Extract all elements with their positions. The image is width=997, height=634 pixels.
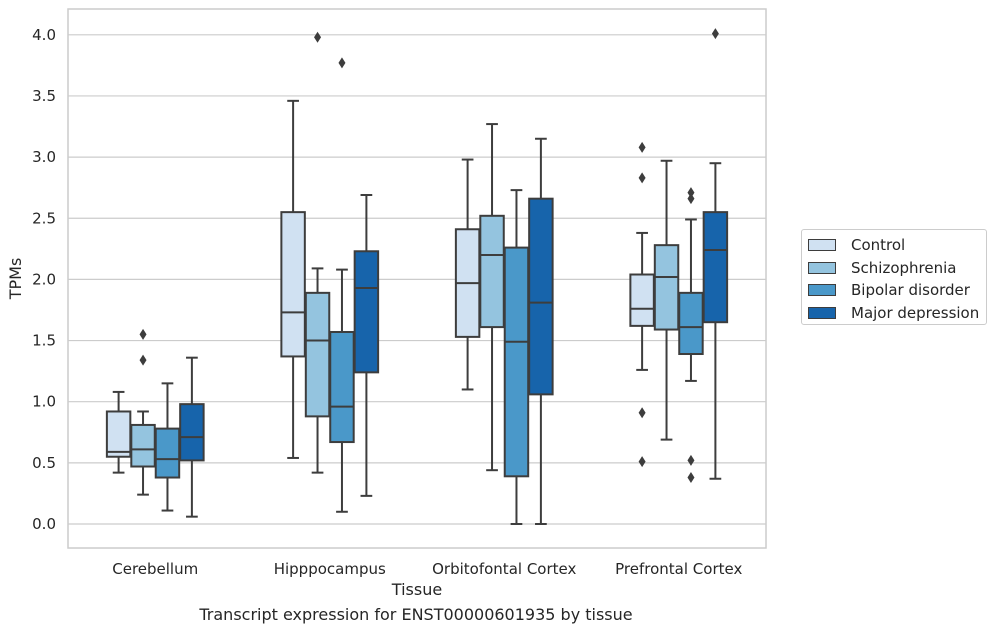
- outlier-point: [638, 407, 646, 419]
- box-body: [329, 330, 355, 444]
- box-bipolar-disorder-3: [678, 187, 704, 484]
- outlier-point: [638, 456, 646, 468]
- box-body: [105, 410, 132, 458]
- outlier-point: [711, 28, 719, 40]
- box-major-depression-0: [179, 356, 205, 518]
- box-body: [678, 291, 704, 356]
- box-schizophrenia-1: [304, 31, 331, 474]
- y-tick-label: 3.0: [32, 148, 56, 166]
- outlier-point: [638, 141, 646, 153]
- box-body: [528, 197, 554, 396]
- y-tick-label: 2.5: [32, 209, 56, 227]
- legend-item: Bipolar disorder: [808, 279, 986, 302]
- box-body: [304, 291, 331, 418]
- legend-swatch: [808, 239, 836, 252]
- outlier-point: [687, 454, 695, 466]
- box-body: [280, 211, 306, 358]
- box-body: [179, 403, 205, 462]
- y-tick-label: 1.5: [32, 332, 56, 350]
- legend-label: Major depression: [851, 303, 980, 322]
- y-tick-labels: 0.0 0.5 1.0 1.5 2.0 2.5 3.0 3.5 4.0: [32, 26, 56, 533]
- legend-swatch: [808, 261, 836, 274]
- x-tick-label: Prefrontal Cortex: [615, 560, 742, 578]
- outlier-point: [687, 193, 695, 205]
- outlier-point: [338, 57, 346, 69]
- outlier-point: [638, 172, 646, 184]
- y-tick-label: 1.0: [32, 393, 56, 411]
- x-tick-label: Cerebellum: [112, 560, 198, 578]
- legend-item: Major depression: [808, 302, 986, 325]
- legend-item: Control: [808, 234, 986, 257]
- box-schizophrenia-0: [130, 328, 156, 496]
- box-major-depression-2: [528, 137, 554, 525]
- outlier-point: [687, 472, 695, 484]
- box-body: [629, 273, 655, 327]
- grid-layer: [68, 34, 766, 525]
- box-body: [503, 246, 530, 478]
- outlier-point: [687, 187, 695, 199]
- box-body: [353, 250, 380, 374]
- box-body: [702, 211, 729, 324]
- legend-label: Control: [851, 236, 906, 255]
- legend-label: Bipolar disorder: [851, 281, 970, 300]
- y-tick-label: 0.0: [32, 515, 56, 533]
- box-body: [479, 214, 505, 329]
- figure-caption: Transcript expression for ENST0000060193…: [199, 605, 633, 624]
- box-layer: [105, 28, 729, 525]
- legend-swatch: [808, 284, 836, 297]
- box-control-2: [454, 158, 481, 391]
- box-bipolar-disorder-2: [503, 189, 530, 525]
- box-body: [653, 244, 680, 331]
- legend-item: Schizophrenia: [808, 257, 986, 280]
- legend-swatch: [808, 306, 836, 319]
- plot-frame: [67, 8, 767, 549]
- x-tick-label: Orbitofontal Cortex: [432, 560, 576, 578]
- x-axis-label: Tissue: [391, 580, 442, 599]
- box-control-1: [280, 99, 306, 459]
- box-major-depression-1: [353, 194, 380, 497]
- box-control-3: [629, 141, 655, 468]
- box-control-0: [105, 390, 132, 474]
- box-major-depression-3: [702, 28, 729, 480]
- box-schizophrenia-3: [653, 159, 680, 441]
- y-tick-label: 4.0: [32, 26, 56, 44]
- y-tick-label: 3.5: [32, 87, 56, 105]
- y-axis-label: TPMs: [6, 258, 25, 301]
- box-bipolar-disorder-0: [154, 382, 181, 512]
- legend-label: Schizophrenia: [851, 258, 957, 277]
- box-body: [130, 423, 156, 468]
- box-body: [154, 427, 181, 479]
- box-schizophrenia-2: [479, 123, 505, 472]
- legend: Control Schizophrenia Bipolar disorder Majo…: [801, 229, 987, 325]
- x-tick-labels: Cerebellum Hipppocampus Orbitofontal Corte…: [112, 560, 742, 578]
- outlier-point: [139, 328, 147, 340]
- outlier-point: [139, 354, 147, 366]
- box-bipolar-disorder-1: [329, 57, 355, 513]
- y-tick-label: 2.0: [32, 270, 56, 288]
- outlier-point: [314, 31, 322, 43]
- x-tick-label: Hipppocampus: [274, 560, 386, 578]
- y-tick-label: 0.5: [32, 454, 56, 472]
